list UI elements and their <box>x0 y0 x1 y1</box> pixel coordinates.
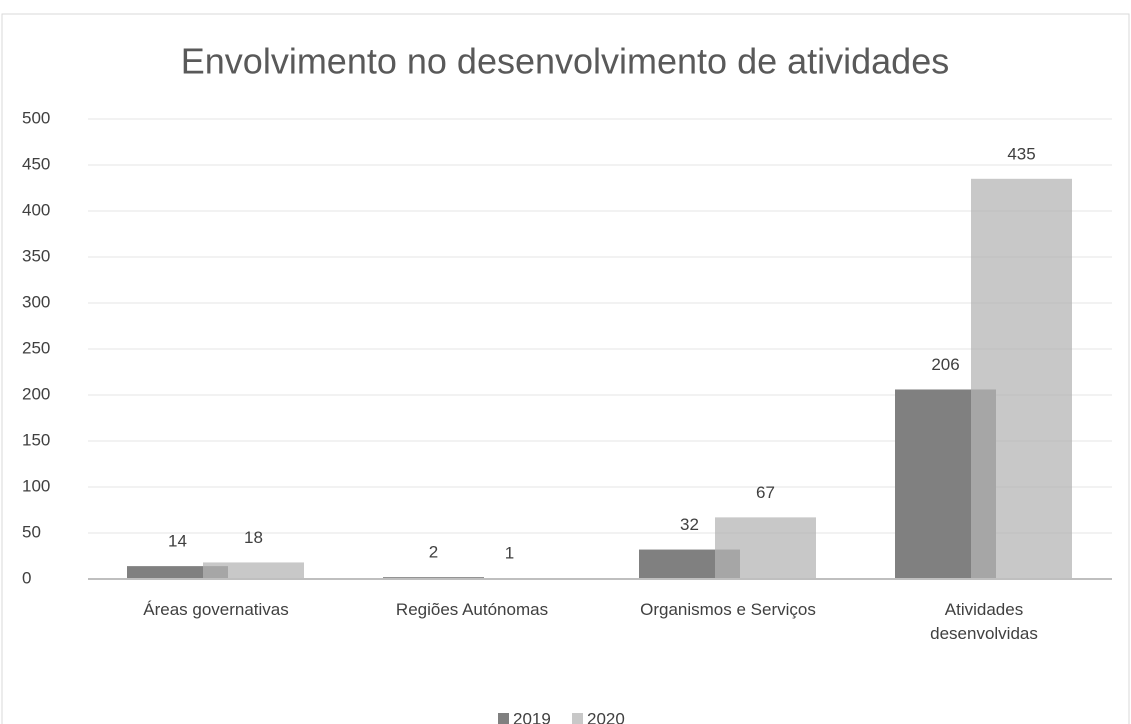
bar <box>203 562 304 579</box>
legend-label: 2019 <box>513 709 551 724</box>
y-tick-label: 450 <box>22 154 50 173</box>
y-tick-label: 100 <box>22 476 50 495</box>
y-tick-label: 350 <box>22 246 50 265</box>
x-tick-label: Regiões Autónomas <box>395 600 549 619</box>
bar <box>715 517 816 579</box>
data-label: 18 <box>244 528 263 547</box>
y-tick-label: 250 <box>22 338 50 357</box>
data-label: 67 <box>756 483 775 502</box>
bar <box>127 566 228 579</box>
y-tick-label: 0 <box>22 568 31 587</box>
y-tick-label: 150 <box>22 430 50 449</box>
x-tick-label: Áreas governativas <box>143 600 289 619</box>
y-tick-label: 400 <box>22 200 50 219</box>
legend-swatch <box>498 713 509 724</box>
x-tick-label: Atividades desenvolvidas <box>930 600 1038 643</box>
legend-label: 2020 <box>587 709 625 724</box>
data-label: 2 <box>429 543 438 562</box>
y-tick-label: 200 <box>22 384 50 403</box>
x-tick-label: Organismos e Serviços <box>640 600 816 619</box>
legend-swatch <box>572 713 583 724</box>
y-tick-label: 50 <box>22 522 41 541</box>
data-label: 435 <box>1007 144 1035 163</box>
chart-border <box>1 13 1130 724</box>
chart-title: Envolvimento no desenvolvimento de ativi… <box>181 41 949 82</box>
data-label: 1 <box>505 544 514 563</box>
data-label: 32 <box>680 515 699 534</box>
data-label: 14 <box>168 532 187 551</box>
y-tick-label: 500 <box>22 108 50 127</box>
y-tick-label: 300 <box>22 292 50 311</box>
data-label: 206 <box>931 355 959 374</box>
bar <box>971 178 1072 580</box>
